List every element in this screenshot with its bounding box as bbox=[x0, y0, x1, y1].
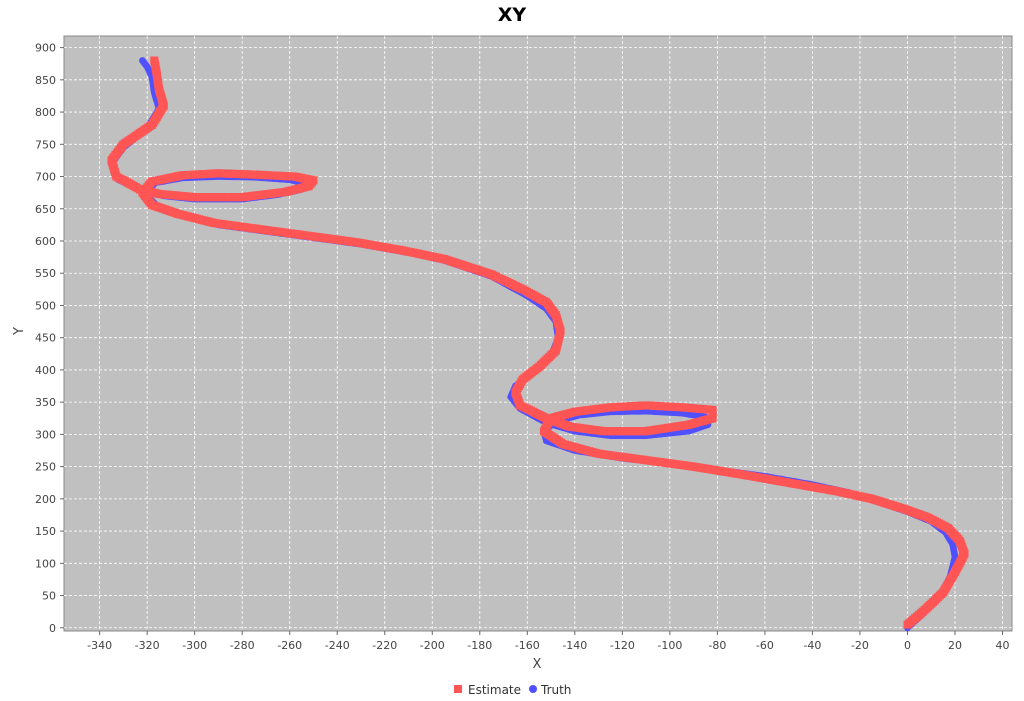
y-tick-label: 600 bbox=[35, 235, 56, 248]
legend: Estimate Truth bbox=[454, 683, 571, 697]
plot-area bbox=[63, 35, 1013, 632]
y-tick-label: 750 bbox=[35, 138, 56, 151]
legend-truth-marker bbox=[529, 685, 537, 693]
y-tick-label: 0 bbox=[49, 622, 56, 635]
y-tick-label: 850 bbox=[35, 74, 56, 87]
x-tick-label: 0 bbox=[904, 639, 911, 652]
y-tick-label: 350 bbox=[35, 396, 56, 409]
x-axis-label: X bbox=[533, 657, 542, 672]
chart-title: XY bbox=[498, 4, 527, 26]
x-tick-label: -220 bbox=[372, 639, 397, 652]
legend-estimate-label: Estimate bbox=[468, 683, 521, 697]
x-tick-label: -340 bbox=[87, 639, 112, 652]
legend-estimate-marker bbox=[454, 685, 462, 693]
x-tick-label: -300 bbox=[182, 639, 207, 652]
y-tick-label: 200 bbox=[35, 493, 56, 506]
x-tick-label: -40 bbox=[803, 639, 821, 652]
y-tick-label: 900 bbox=[35, 42, 56, 55]
x-tick-label: -60 bbox=[756, 639, 774, 652]
series-estimate bbox=[107, 56, 969, 629]
series-layer bbox=[107, 56, 969, 632]
y-tick-label: 150 bbox=[35, 525, 56, 538]
x-tick-label: -140 bbox=[562, 639, 587, 652]
axis-ticks: -340 -320 -300 -280 -260 -240 -220 -200 -180 -160… bbox=[35, 42, 1009, 652]
x-tick-label: -240 bbox=[325, 639, 350, 652]
truth-point bbox=[139, 57, 146, 64]
y-tick-label: 650 bbox=[35, 203, 56, 216]
y-tick-label: 300 bbox=[35, 428, 56, 441]
y-axis-label: Y bbox=[12, 327, 27, 336]
x-tick-label: 40 bbox=[995, 639, 1009, 652]
x-tick-label: -20 bbox=[851, 639, 869, 652]
y-tick-label: 700 bbox=[35, 171, 56, 184]
y-tick-label: 100 bbox=[35, 557, 56, 570]
y-tick-label: 550 bbox=[35, 267, 56, 280]
x-tick-label: -160 bbox=[515, 639, 540, 652]
x-tick-label: -120 bbox=[610, 639, 635, 652]
x-tick-label: -200 bbox=[420, 639, 445, 652]
x-tick-label: -80 bbox=[708, 639, 726, 652]
x-tick-label: -280 bbox=[230, 639, 255, 652]
y-tick-label: 800 bbox=[35, 106, 56, 119]
legend-truth-label: Truth bbox=[540, 683, 571, 697]
x-tick-label: -180 bbox=[467, 639, 492, 652]
x-tick-label: -320 bbox=[135, 639, 160, 652]
y-tick-label: 50 bbox=[42, 590, 56, 603]
x-tick-label: 20 bbox=[948, 639, 962, 652]
x-tick-label: -260 bbox=[277, 639, 302, 652]
y-tick-label: 250 bbox=[35, 461, 56, 474]
estimate-point bbox=[150, 56, 159, 65]
y-tick-label: 450 bbox=[35, 332, 56, 345]
x-tick-label: -100 bbox=[657, 639, 682, 652]
y-tick-label: 400 bbox=[35, 364, 56, 377]
y-tick-label: 500 bbox=[35, 299, 56, 312]
